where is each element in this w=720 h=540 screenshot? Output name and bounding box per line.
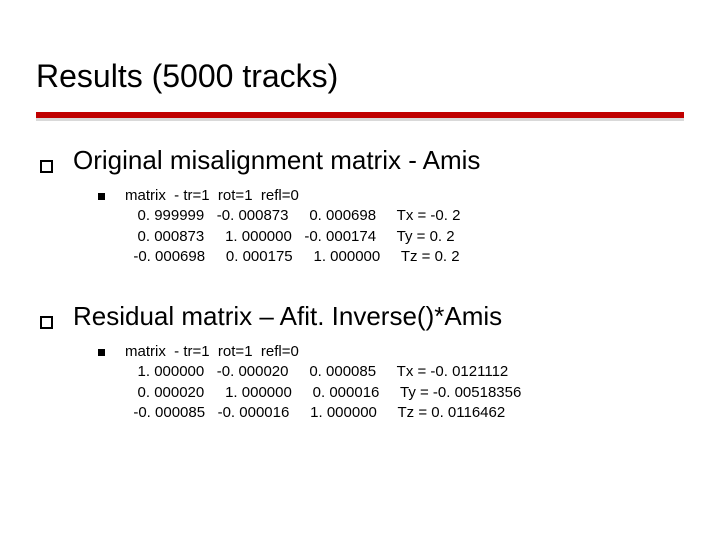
section-residual: Residual matrix – Afit. Inverse()*Amis m… [40,301,720,423]
section-body: matrix - tr=1 rot=1 refl=0 0. 999999 -0.… [40,186,720,267]
slide-title: Results (5000 tracks) [0,0,720,95]
box-bullet-icon [40,316,53,329]
matrix-text: matrix - tr=1 rot=1 refl=0 0. 999999 -0.… [125,186,460,267]
section-body: matrix - tr=1 rot=1 refl=0 1. 000000 -0.… [40,342,720,423]
matrix-text: matrix - tr=1 rot=1 refl=0 1. 000000 -0.… [125,342,521,423]
title-underline-shadow [36,118,684,121]
matrix-row: matrix - tr=1 rot=1 refl=0 1. 000000 -0.… [98,342,720,423]
box-bullet-icon [40,160,53,173]
section-heading-row: Residual matrix – Afit. Inverse()*Amis [40,301,720,332]
matrix-row: matrix - tr=1 rot=1 refl=0 0. 999999 -0.… [98,186,720,267]
square-bullet-icon [98,193,105,200]
section-heading-row: Original misalignment matrix - Amis [40,145,720,176]
section-original: Original misalignment matrix - Amis matr… [40,145,720,267]
square-bullet-icon [98,349,105,356]
section-heading: Original misalignment matrix - Amis [73,145,480,176]
section-heading: Residual matrix – Afit. Inverse()*Amis [73,301,502,332]
content-area: Original misalignment matrix - Amis matr… [0,95,720,423]
